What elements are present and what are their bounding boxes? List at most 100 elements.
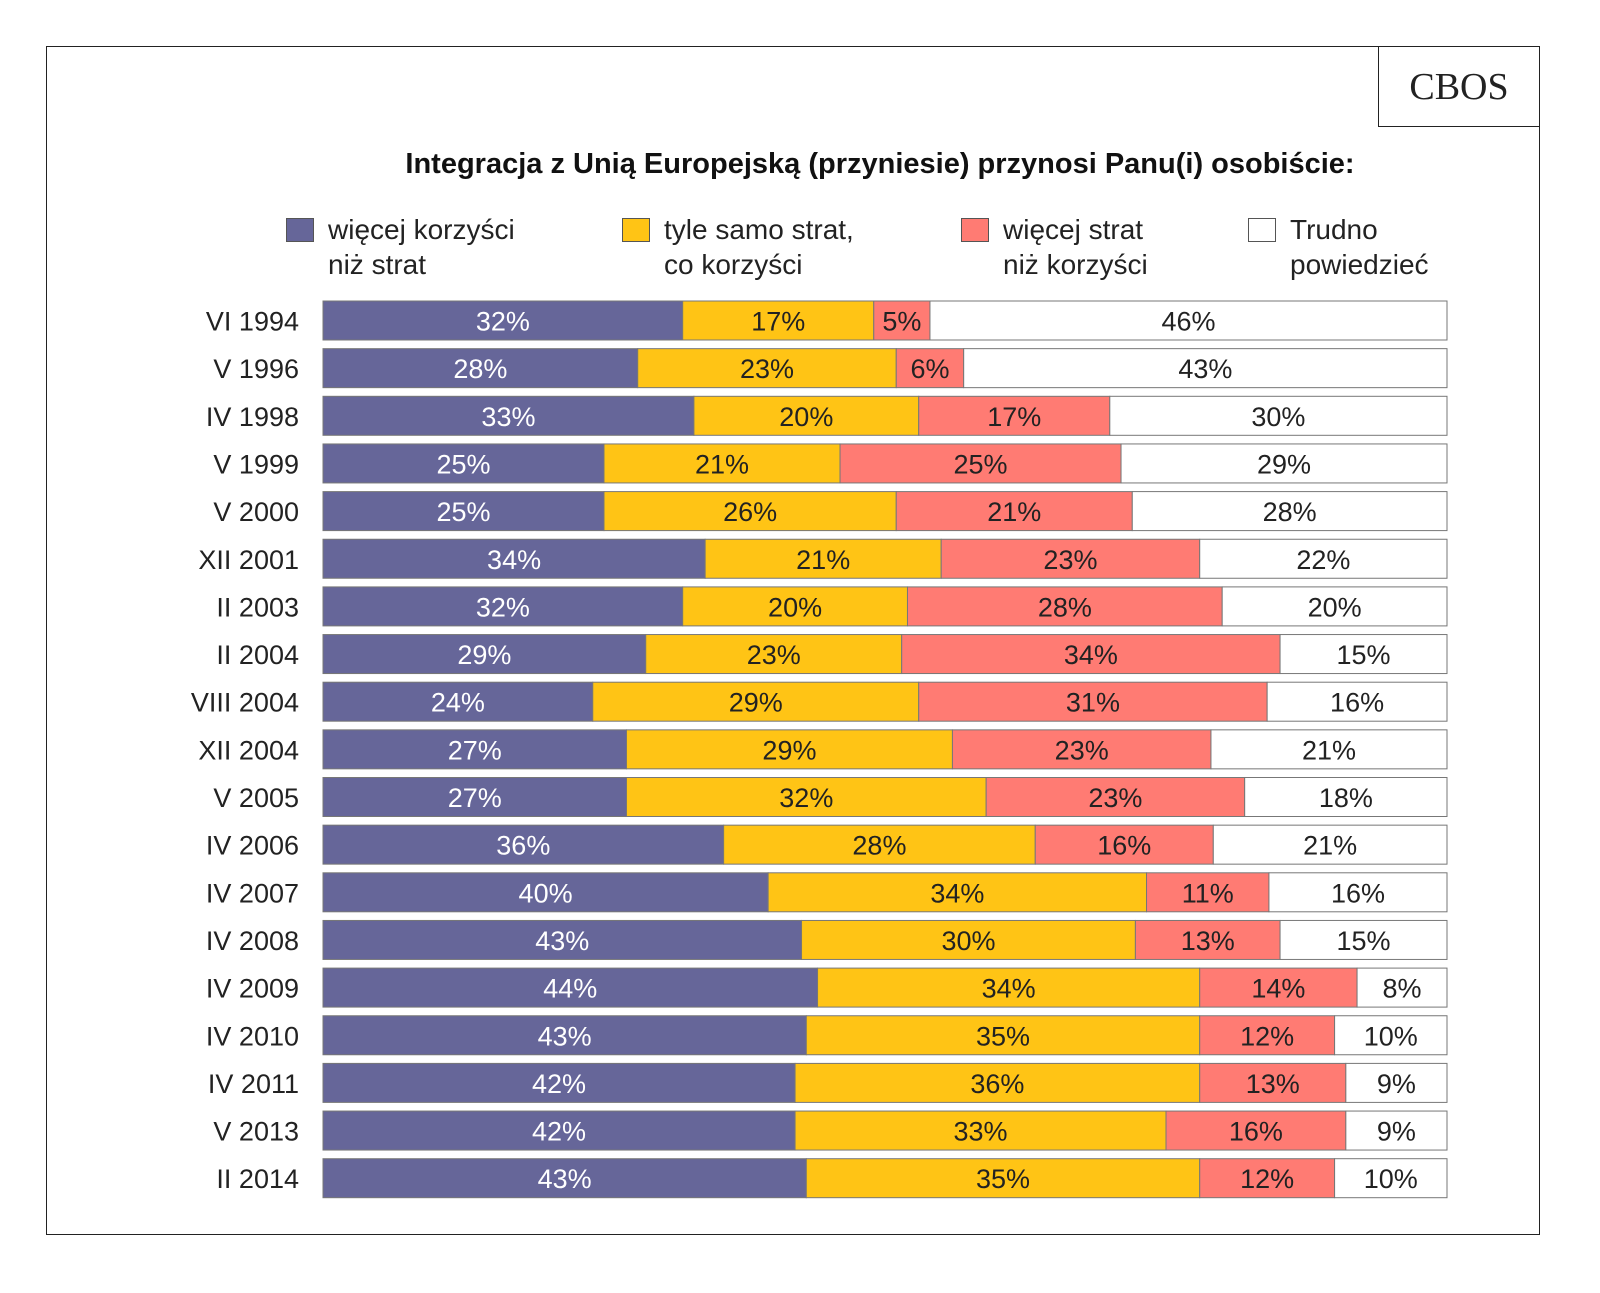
data-label: 13% (1181, 926, 1235, 956)
bar-segment (929, 300, 1448, 341)
bar-segment (940, 538, 1201, 579)
legend-swatch (622, 218, 650, 242)
data-label: 10% (1364, 1021, 1418, 1051)
bar-segment (322, 443, 605, 484)
data-label: 44% (543, 974, 597, 1004)
bar-segment (1268, 872, 1448, 913)
category-label: V 2000 (213, 497, 299, 527)
category-label: V 1999 (213, 449, 299, 479)
data-label: 43% (538, 1164, 592, 1194)
bar-segment (322, 491, 605, 532)
data-label: 25% (436, 449, 490, 479)
legend-label: więcej korzyści (328, 214, 515, 245)
bar-segment (322, 538, 706, 579)
bar-segment (985, 777, 1246, 817)
data-label: 9% (1377, 1117, 1416, 1147)
data-label: 43% (535, 926, 589, 956)
data-label: 10% (1364, 1164, 1418, 1194)
bar-segment (322, 872, 769, 913)
category-label: IV 2010 (206, 1021, 299, 1051)
bar-segment (723, 824, 1036, 865)
bar-segment (1199, 538, 1448, 579)
data-label: 29% (457, 640, 511, 670)
legend-label: tyle samo strat, (664, 214, 854, 245)
bar-segment (1146, 872, 1270, 913)
data-label: 28% (1038, 592, 1092, 622)
data-label: 23% (740, 354, 794, 384)
bar-segment (817, 967, 1201, 1008)
bar-segment (1034, 824, 1214, 865)
data-label: 31% (1066, 688, 1120, 718)
category-label: IV 2008 (206, 926, 299, 956)
data-label: 15% (1337, 640, 1391, 670)
bar-segment (322, 824, 725, 865)
bar-segment (873, 300, 931, 341)
data-label: 43% (538, 1021, 592, 1051)
bar-segment (1165, 1110, 1347, 1151)
legend-label: niż strat (328, 249, 427, 280)
bar-segment (637, 348, 897, 389)
data-label: 17% (751, 307, 805, 337)
data-label: 16% (1331, 878, 1385, 908)
data-label: 30% (1251, 402, 1305, 432)
category-label: V 2005 (213, 783, 299, 813)
chart-title: Integracja z Unią Europejską (przyniesie… (405, 148, 1355, 180)
bar-segment (645, 634, 903, 675)
category-label: V 2013 (213, 1117, 299, 1147)
data-label: 23% (1055, 735, 1109, 765)
bar-segment (901, 634, 1281, 675)
bar-segment (322, 1062, 796, 1103)
bar-segment (794, 1062, 1201, 1103)
bar-segment (839, 443, 1122, 484)
data-label: 34% (982, 974, 1036, 1004)
bar-segment (625, 729, 953, 770)
data-label: 20% (1308, 592, 1362, 622)
data-label: 32% (779, 783, 833, 813)
data-label: 24% (431, 688, 485, 718)
category-label: VI 1994 (206, 307, 299, 337)
bar-segment (1334, 1158, 1448, 1199)
data-label: 23% (1088, 783, 1142, 813)
data-label: 42% (532, 1117, 586, 1147)
bar-segment (1199, 1062, 1347, 1103)
bar-segment (1109, 395, 1448, 436)
data-label: 35% (976, 1021, 1030, 1051)
data-label: 8% (1383, 974, 1422, 1004)
bar-segment (895, 348, 965, 389)
data-label: 25% (954, 449, 1008, 479)
cbos-logo: CBOS (1378, 46, 1540, 127)
bar-segment (322, 634, 647, 675)
data-label: 14% (1251, 974, 1305, 1004)
data-label: 32% (476, 307, 530, 337)
legend-label: Trudno (1290, 214, 1378, 245)
category-label: VIII 2004 (191, 688, 299, 718)
category-label: IV 1998 (206, 402, 299, 432)
bar-segment (704, 538, 942, 579)
bar-segment (1279, 919, 1448, 960)
bar-segment (322, 1015, 807, 1056)
legend-item-more-losses: więcej strat niż korzyści (961, 212, 1148, 282)
data-label: 43% (1178, 354, 1232, 384)
data-label: 9% (1377, 1069, 1416, 1099)
bar-segment (625, 777, 987, 817)
category-label: V 1996 (213, 354, 299, 384)
data-label: 16% (1229, 1117, 1283, 1147)
bar-segment (1345, 1110, 1448, 1151)
bar-segment (1356, 967, 1448, 1008)
data-label: 29% (729, 688, 783, 718)
data-label: 34% (1064, 640, 1118, 670)
bar-segment (1221, 586, 1448, 627)
data-label: 12% (1240, 1164, 1294, 1194)
bar-segment (322, 681, 594, 722)
category-label: IV 2009 (206, 974, 299, 1004)
bar-segment (1199, 1158, 1336, 1199)
data-label: 20% (779, 402, 833, 432)
bar-segment (767, 872, 1148, 913)
data-label: 15% (1337, 926, 1391, 956)
data-label: 29% (762, 735, 816, 765)
legend-label: więcej strat (1003, 214, 1144, 245)
data-label: 21% (796, 545, 850, 575)
data-label: 36% (496, 831, 550, 861)
legend-item-more-benefits: więcej korzyści niż strat (286, 212, 515, 282)
